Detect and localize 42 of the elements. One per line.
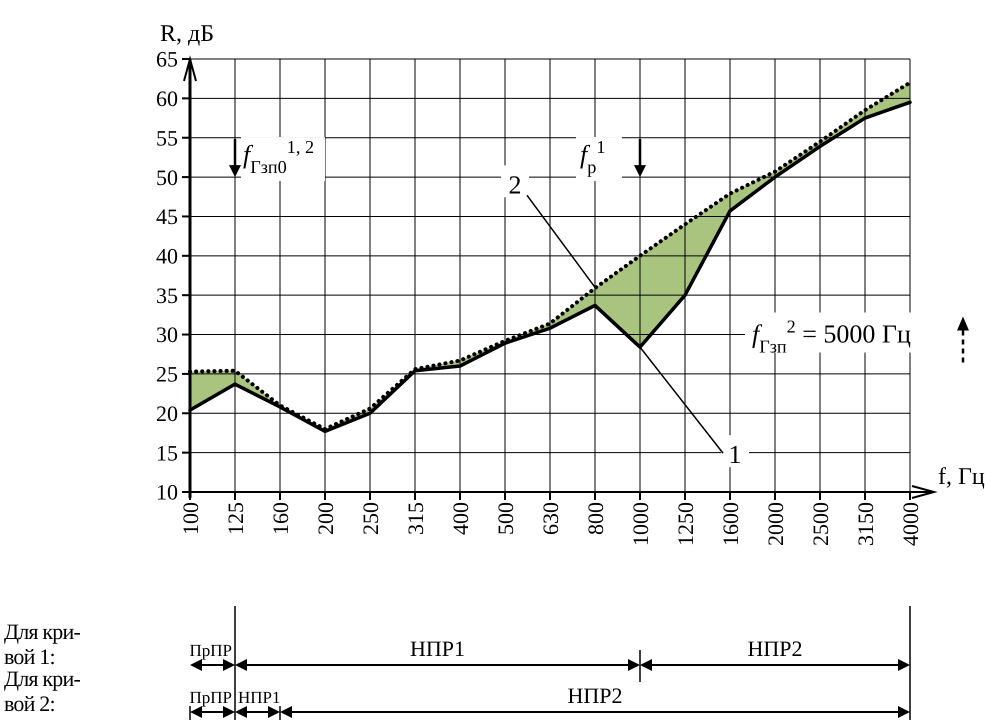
- x-tick-label: 2500: [808, 502, 833, 546]
- x-tick-label: 1000: [628, 502, 653, 546]
- y-tick-label: 55: [156, 125, 178, 150]
- x-tick-label: 125: [223, 502, 248, 535]
- y-tick-label: 25: [156, 362, 178, 387]
- x-tick-label: 1250: [673, 502, 698, 546]
- annotation: 2: [508, 170, 522, 200]
- x-tick-label: 2000: [763, 502, 788, 546]
- x-tick-label: 400: [448, 502, 473, 535]
- x-tick-label: 160: [268, 502, 293, 535]
- text: Для кри-вой 1:: [4, 619, 80, 669]
- y-tick-label: 45: [156, 204, 178, 230]
- y-tick-label: 40: [156, 244, 178, 269]
- x-tick-label: 250: [358, 502, 383, 535]
- y-axis-title: R, дБ: [160, 21, 214, 47]
- x-tick-label: 1600: [718, 502, 743, 546]
- text: ПрПР: [189, 641, 232, 660]
- text: Для кри-вой 2:: [4, 666, 80, 716]
- y-tick-label: 15: [156, 440, 178, 466]
- y-tick-label: 35: [156, 282, 178, 308]
- y-tick-label: 65: [156, 46, 178, 72]
- x-tick-label: 630: [538, 502, 563, 535]
- y-tick-label: 10: [156, 480, 178, 505]
- x-tick-label: 315: [403, 502, 428, 535]
- x-tick-label: 200: [313, 502, 338, 535]
- text: НПР1: [238, 688, 281, 707]
- x-tick-label: 100: [178, 502, 203, 535]
- text: НПР1: [410, 636, 466, 661]
- y-tick-label: 20: [156, 400, 178, 426]
- y-tick-label: 60: [156, 86, 178, 112]
- x-tick-label: 3150: [853, 502, 878, 546]
- x-tick-label: 800: [583, 502, 608, 535]
- text: НПР2: [567, 683, 623, 708]
- x-tick-label: 4000: [898, 502, 923, 546]
- x-axis-title: f, Гц: [938, 464, 985, 490]
- x-tick-label: 500: [493, 502, 518, 535]
- annotation: f$_{Гзп}$$^{2}$ = 5000 Гц: [752, 316, 911, 357]
- y-tick-label: 50: [156, 164, 178, 190]
- y-tick-label: 30: [156, 322, 178, 348]
- annotation: 1: [728, 440, 742, 470]
- text: ПрПР: [189, 688, 232, 707]
- text: НПР2: [747, 636, 803, 661]
